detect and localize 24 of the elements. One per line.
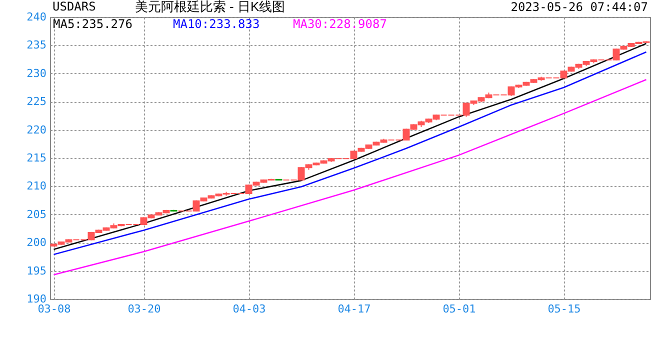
text: 2023-05-26 07:44:07: [510, 0, 648, 14]
y-tick-label: 220: [26, 123, 46, 136]
x-tick-label: 03-08: [38, 302, 71, 316]
y-tick-label: 225: [26, 95, 46, 108]
y-tick-label: 215: [26, 152, 46, 164]
y-tick-label: 230: [26, 66, 46, 80]
x-tick-label: 04-17: [338, 302, 371, 316]
text: MA5:235.276: [53, 17, 132, 31]
x-tick-label: 03-20: [128, 302, 161, 316]
y-axis-title: USDARS: [52, 0, 96, 14]
y-tick-label: 210: [26, 180, 46, 193]
y-tick-label: 200: [26, 236, 46, 250]
y-tick-label: 240: [26, 10, 46, 24]
text: MA10:233.833: [173, 17, 260, 31]
x-tick-label: 04-03: [232, 302, 266, 316]
y-tick-label: 195: [26, 264, 46, 278]
y-tick-label: 190: [26, 292, 46, 306]
y-tick-label: 235: [26, 38, 46, 52]
x-tick-label: 05-15: [548, 302, 581, 316]
y-tick-label: 205: [26, 208, 46, 221]
line-series: [53, 78, 647, 276]
chart-title: 美元阿根廷比索 - 日K线图: [134, 0, 286, 14]
x-tick-label: 05-01: [442, 302, 476, 316]
text: MA30:228.9087: [293, 17, 387, 31]
